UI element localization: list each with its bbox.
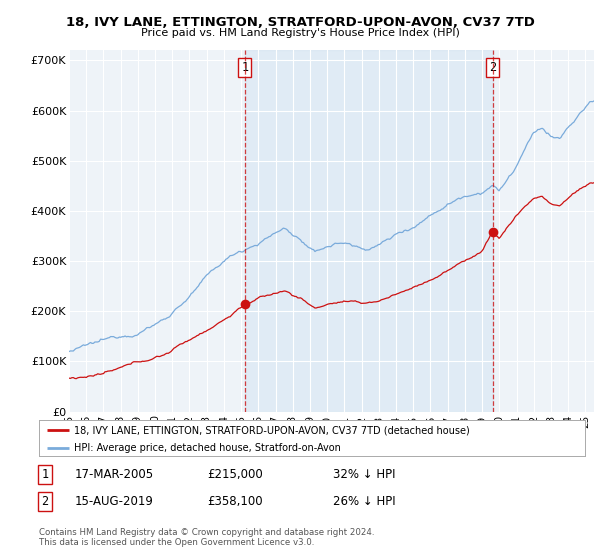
Bar <box>245 50 493 412</box>
Text: 17-MAR-2005: 17-MAR-2005 <box>75 468 154 482</box>
Text: 26% ↓ HPI: 26% ↓ HPI <box>333 494 395 508</box>
Text: 18, IVY LANE, ETTINGTON, STRATFORD-UPON-AVON, CV37 7TD (detached house): 18, IVY LANE, ETTINGTON, STRATFORD-UPON-… <box>74 425 470 435</box>
Text: HPI: Average price, detached house, Stratford-on-Avon: HPI: Average price, detached house, Stra… <box>74 444 341 454</box>
Text: 18, IVY LANE, ETTINGTON, STRATFORD-UPON-AVON, CV37 7TD: 18, IVY LANE, ETTINGTON, STRATFORD-UPON-… <box>65 16 535 29</box>
Text: £215,000: £215,000 <box>207 468 263 482</box>
Text: 15-AUG-2019: 15-AUG-2019 <box>75 494 154 508</box>
Text: 32% ↓ HPI: 32% ↓ HPI <box>333 468 395 482</box>
Text: £358,100: £358,100 <box>207 494 263 508</box>
Text: 1: 1 <box>241 61 248 74</box>
Text: 2: 2 <box>489 61 496 74</box>
Text: 2: 2 <box>41 494 49 508</box>
Text: 1: 1 <box>41 468 49 482</box>
Text: Price paid vs. HM Land Registry's House Price Index (HPI): Price paid vs. HM Land Registry's House … <box>140 28 460 38</box>
Text: Contains HM Land Registry data © Crown copyright and database right 2024.
This d: Contains HM Land Registry data © Crown c… <box>39 528 374 547</box>
